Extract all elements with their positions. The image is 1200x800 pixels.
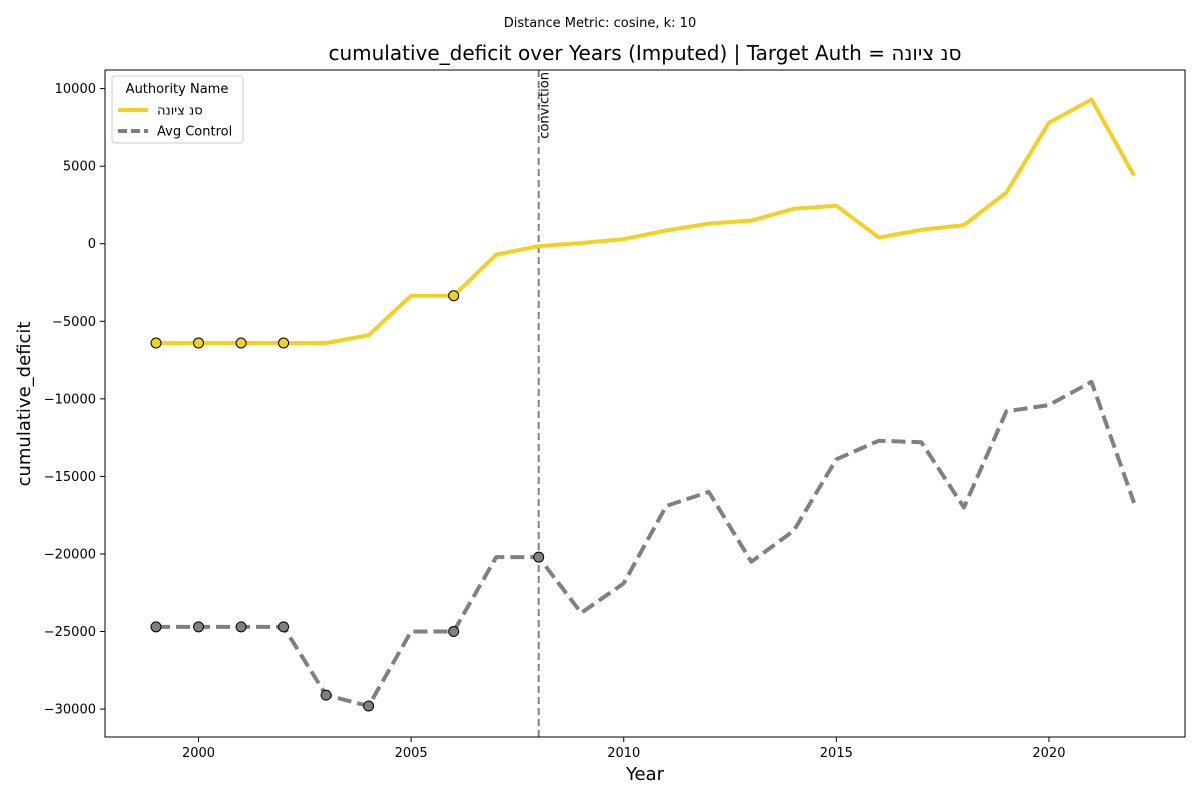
x-tick-label: 2000 bbox=[182, 746, 215, 761]
vline-label: conviction bbox=[538, 72, 553, 139]
legend: Authority Name סנ ציונה Avg Control bbox=[111, 75, 244, 144]
legend-frame bbox=[111, 75, 244, 144]
imputed-point bbox=[193, 337, 205, 349]
imputed-point bbox=[363, 700, 375, 712]
legend-title: Authority Name bbox=[126, 82, 229, 97]
y-axis-label: cumulative_deficit bbox=[14, 322, 35, 487]
legend-items: סנ ציונה Avg Control bbox=[118, 104, 232, 140]
y-tick-label: −30000 bbox=[44, 703, 96, 718]
y-tick-label: 5000 bbox=[63, 160, 96, 175]
y-tick-label: −10000 bbox=[44, 392, 96, 407]
series-line-1 bbox=[156, 379, 1136, 708]
y-tick-label: −5000 bbox=[52, 315, 96, 330]
imputed-point bbox=[235, 337, 247, 349]
x-tick-label: 2005 bbox=[395, 746, 428, 761]
chart-title: cumulative_deficit over Years (Imputed) … bbox=[328, 41, 961, 65]
x-tick-label: 2020 bbox=[1032, 746, 1065, 761]
legend-label-0: סנ ציונה bbox=[157, 104, 203, 119]
y-tick-label: 0 bbox=[88, 237, 96, 252]
x-tick-label: 2010 bbox=[607, 746, 640, 761]
imputed-point bbox=[235, 621, 247, 633]
y-tick-label: −15000 bbox=[44, 470, 96, 485]
imputed-point bbox=[448, 290, 460, 302]
imputed-point bbox=[193, 621, 205, 633]
x-tick-label: 2015 bbox=[820, 746, 853, 761]
x-axis-label: Year bbox=[625, 764, 665, 785]
imputed-point bbox=[278, 337, 290, 349]
chart-suptitle: Distance Metric: cosine, k: 10 bbox=[504, 16, 696, 31]
imputed-point bbox=[533, 551, 545, 563]
imputed-point bbox=[448, 626, 460, 638]
axes-frame bbox=[104, 69, 1186, 738]
y-tick-label: 10000 bbox=[55, 82, 96, 97]
imputed-point bbox=[150, 337, 162, 349]
y-tick-label: −25000 bbox=[44, 625, 96, 640]
plot-area: 2000 2005 2010 2015 2020 10000 5000 0 −5000 −1000… bbox=[44, 69, 1186, 761]
imputed-point bbox=[150, 621, 162, 633]
y-tick-label: −20000 bbox=[44, 547, 96, 562]
imputed-point bbox=[320, 689, 332, 701]
legend-label-1: Avg Control bbox=[157, 125, 232, 140]
series-line-0 bbox=[156, 97, 1136, 345]
imputed-point bbox=[278, 621, 290, 633]
